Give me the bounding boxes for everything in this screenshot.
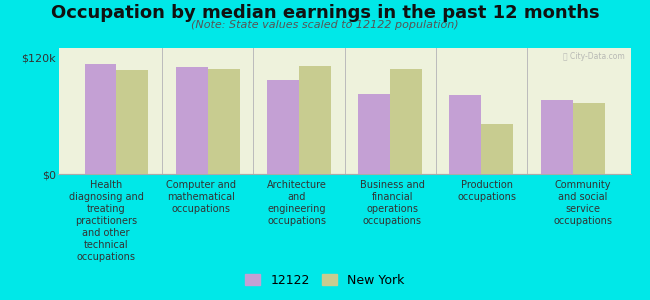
Bar — [207, 69, 240, 174]
Text: Ⓜ City-Data.com: Ⓜ City-Data.com — [563, 52, 625, 61]
Bar — [84, 64, 116, 174]
Bar — [116, 70, 148, 174]
Bar — [573, 103, 604, 174]
Bar — [541, 100, 573, 174]
Bar — [267, 80, 299, 174]
Text: (Note: State values scaled to 12122 population): (Note: State values scaled to 12122 popu… — [191, 20, 459, 29]
Text: Occupation by median earnings in the past 12 months: Occupation by median earnings in the pas… — [51, 4, 599, 22]
Text: Computer and
mathematical
occupations: Computer and mathematical occupations — [166, 180, 237, 214]
Legend: 12122, New York: 12122, New York — [242, 270, 408, 291]
Bar — [390, 69, 422, 174]
Bar — [176, 68, 207, 174]
Text: Health
diagnosing and
treating
practitioners
and other
technical
occupations: Health diagnosing and treating practitio… — [69, 180, 144, 262]
Text: Production
occupations: Production occupations — [458, 180, 517, 202]
Bar — [299, 66, 331, 174]
Text: Business and
financial
operations
occupations: Business and financial operations occupa… — [359, 180, 424, 226]
Bar — [449, 94, 482, 174]
Text: Community
and social
service
occupations: Community and social service occupations — [553, 180, 612, 226]
Bar — [482, 124, 514, 174]
Bar — [358, 94, 390, 174]
Text: Architecture
and
engineering
occupations: Architecture and engineering occupations — [267, 180, 327, 226]
